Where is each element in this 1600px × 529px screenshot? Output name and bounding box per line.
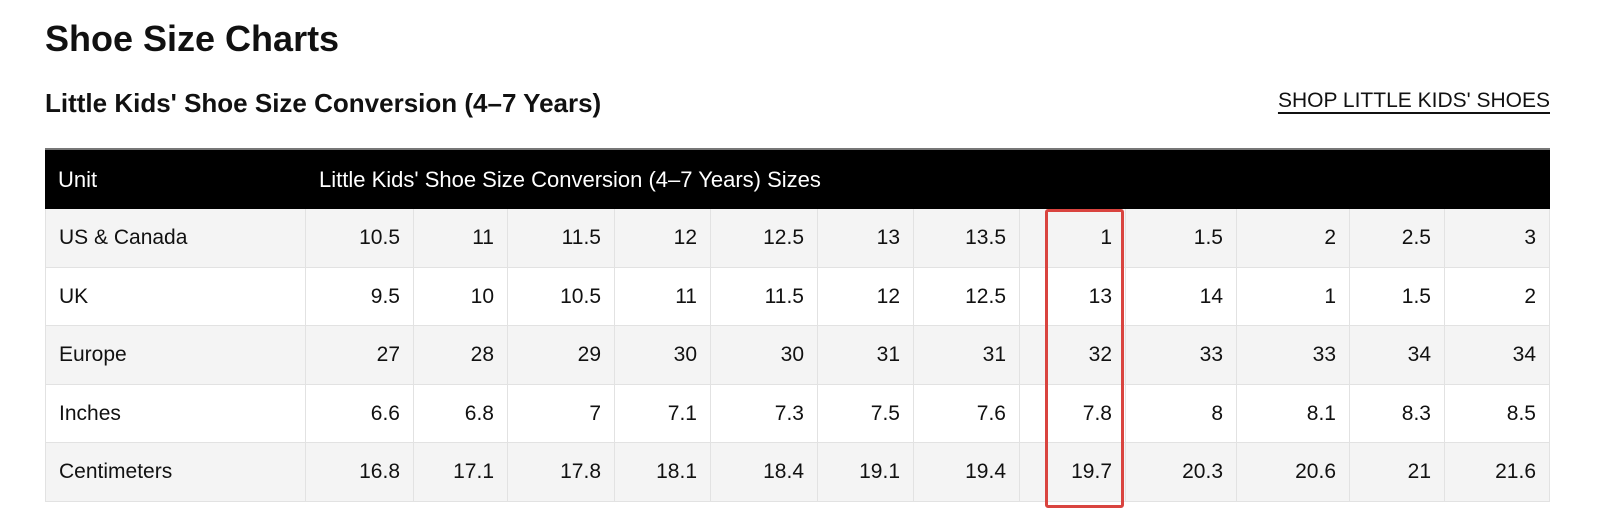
size-cell: 17.1 <box>414 443 508 502</box>
size-cell: 34 <box>1445 326 1550 385</box>
shop-link[interactable]: SHOP LITTLE KIDS' SHOES <box>1277 89 1550 112</box>
size-cell: 30 <box>711 326 818 385</box>
size-cell: 27 <box>306 326 414 385</box>
size-cell: 28 <box>414 326 508 385</box>
column-header: Unit <box>58 167 98 192</box>
size-cell: 13.5 <box>914 209 1020 268</box>
size-cell: 20.3 <box>1126 443 1237 502</box>
size-cell: 13 <box>818 209 914 268</box>
size-cell: 9.5 <box>306 267 414 327</box>
row-label: Europe <box>45 326 306 385</box>
size-cell: 7.6 <box>914 384 1020 444</box>
size-cell: 31 <box>818 326 914 385</box>
size-cell: 12.5 <box>914 267 1020 327</box>
size-cell: 7.3 <box>711 384 818 444</box>
size-cell: 19.4 <box>914 443 1020 502</box>
size-cell: 7.8 <box>1020 384 1126 444</box>
size-cell: 12 <box>615 209 711 268</box>
size-cell: 33 <box>1237 326 1350 385</box>
row-label: UK <box>45 267 306 327</box>
size-cell: 30 <box>615 326 711 385</box>
size-cell: 32 <box>1020 326 1126 385</box>
size-cell: 2 <box>1237 209 1350 268</box>
size-cell: 10.5 <box>306 209 414 268</box>
table-header: Unit Little Kids' Shoe Size Conversion (… <box>45 148 1550 209</box>
size-cell: 3 <box>1445 209 1550 268</box>
size-cell: 6.8 <box>414 384 508 444</box>
size-cell: 8.5 <box>1445 384 1550 444</box>
size-cell: 19.1 <box>818 443 914 502</box>
size-cell: 21 <box>1350 443 1445 502</box>
row-label: US & Canada <box>45 209 306 268</box>
size-cell: 1.5 <box>1350 267 1445 327</box>
size-cell: 18.1 <box>615 443 711 502</box>
size-cell: 10.5 <box>508 267 615 327</box>
size-cell: 18.4 <box>711 443 818 502</box>
size-cell: 7 <box>508 384 615 444</box>
size-cell: 2.5 <box>1350 209 1445 268</box>
size-cell: 2 <box>1445 267 1550 327</box>
size-cell: 12 <box>818 267 914 327</box>
size-cell: 7.5 <box>818 384 914 444</box>
size-cell: 11.5 <box>508 209 615 268</box>
size-cell: 19.7 <box>1020 443 1126 502</box>
section-title: Little Kids' Shoe Size Conversion (4–7 Y… <box>45 88 602 118</box>
row-label: Centimeters <box>45 443 306 502</box>
size-cell: 21.6 <box>1445 443 1550 502</box>
size-cell: 8.1 <box>1237 384 1350 444</box>
size-cell: 31 <box>914 326 1020 385</box>
size-cell: 20.6 <box>1237 443 1350 502</box>
size-cell: 6.6 <box>306 384 414 444</box>
size-cell: 17.8 <box>508 443 615 502</box>
size-cell: 12.5 <box>711 209 818 268</box>
size-cell: 1 <box>1237 267 1350 327</box>
row-label: Inches <box>45 384 306 444</box>
size-cell: 16.8 <box>306 443 414 502</box>
size-cell: 34 <box>1350 326 1445 385</box>
size-cell: 11.5 <box>711 267 818 327</box>
size-cell: 1.5 <box>1126 209 1237 268</box>
size-cell: 8 <box>1126 384 1237 444</box>
size-cell: 10 <box>414 267 508 327</box>
size-cell: 1 <box>1020 209 1126 268</box>
size-cell: 14 <box>1126 267 1237 327</box>
size-cell: 33 <box>1126 326 1237 385</box>
page-title: Shoe Size Charts <box>45 18 340 59</box>
size-cell: 11 <box>414 209 508 268</box>
size-cell: 7.1 <box>615 384 711 444</box>
column-header: Little Kids' Shoe Size Conversion (4–7 Y… <box>319 167 821 192</box>
column-highlight <box>1045 209 1124 508</box>
size-cell: 13 <box>1020 267 1126 327</box>
size-cell: 8.3 <box>1350 384 1445 444</box>
size-cell: 11 <box>615 267 711 327</box>
size-cell: 29 <box>508 326 615 385</box>
